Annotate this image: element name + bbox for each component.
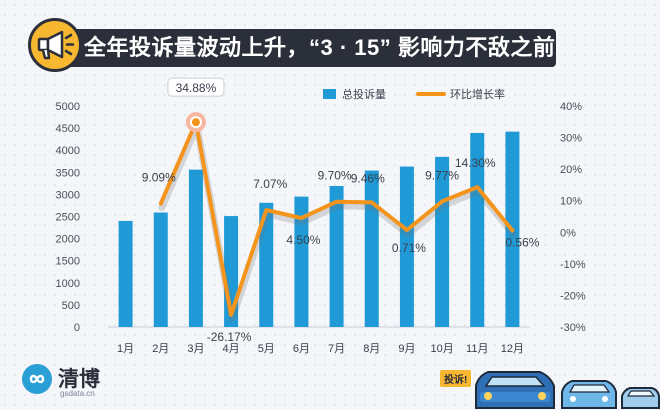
bar [364,170,379,327]
bar [470,132,485,327]
legend-label-line: 环比增长率 [450,87,505,101]
y-right-tick-label: -20% [560,290,586,302]
x-tick-label: 5月 [258,343,275,355]
y-left-tick-label: 3500 [56,167,80,179]
complaint-tag: 投诉! [440,370,472,387]
logo: 清博 gsdata.cn [22,362,142,402]
car-icon [561,380,617,409]
highlight-point-core [191,118,200,127]
car-icon [621,387,660,409]
infinity-icon [22,364,52,394]
x-tick-label: 6月 [293,343,310,355]
bar [118,220,133,327]
data-label: 4.50% [286,233,320,247]
data-label: 34.88% [176,81,217,95]
y-right-tick-label: 20% [560,164,582,176]
data-label-box [167,77,225,97]
x-tick-label: 2月 [152,343,169,355]
y-left-tick-label: 500 [62,300,80,312]
data-label: -26.17% [207,330,252,344]
y-left-tick-label: 2000 [56,234,80,246]
data-label: 14.30% [455,156,496,170]
y-right-tick-label: -10% [560,259,586,271]
y-left-tick-label: 4000 [56,145,80,157]
logo-subtext: gsdata.cn [60,389,95,398]
bar [329,186,344,327]
chart-title: 全年投诉量波动上升，“3 · 15” 影响力不敌之前 [84,35,556,60]
x-tick-label: 7月 [328,343,345,355]
x-tick-label: 9月 [398,343,415,355]
legend-label-bars: 总投诉量 [342,87,386,101]
x-tick-label: 3月 [187,343,204,355]
y-right-tick-label: 0% [560,227,576,239]
data-label: 7.07% [253,177,287,191]
y-right-tick-label: 10% [560,196,582,208]
logo-name: 清博 [58,368,100,391]
y-right-tick-label: -30% [560,322,586,334]
bar [188,169,203,327]
data-label: 0.56% [505,236,539,250]
y-left-tick-label: 1500 [56,256,80,268]
car-icon [475,371,555,409]
cars-illustration: 投诉! [440,350,660,410]
x-tick-label: 4月 [223,343,240,355]
megaphone-icon [37,30,75,60]
data-label: 0.71% [392,241,426,255]
y-right-tick-label: 30% [560,133,582,145]
x-tick-label: 1月 [117,343,134,355]
y-left-tick-label: 2500 [56,212,80,224]
y-left-tick-label: 4500 [56,123,80,135]
y-right-tick-label: 40% [560,101,582,113]
megaphone-badge [28,18,82,72]
bar [294,196,309,327]
header: 全年投诉量波动上升，“3 · 15” 影响力不敌之前 [0,0,660,90]
data-label: 9.09% [142,171,176,185]
series-line [158,120,515,317]
x-tick-label: 11月 [466,343,488,355]
x-tick-label: 8月 [363,343,380,355]
legend-swatch-bars [323,89,336,99]
data-label: 9.46% [351,171,385,185]
x-tick-label: 10月 [430,343,453,355]
y-left-tick-label: 1000 [56,278,80,290]
y-left-tick-label: 3000 [56,189,80,201]
bar [259,202,274,327]
x-tick-label: 12月 [501,343,524,355]
title-bar [48,29,556,67]
data-label: 9.77% [425,168,459,182]
y-left-tick-label: 0 [74,322,80,334]
bar [399,166,414,327]
y-left-tick-label: 5000 [56,101,80,113]
bar [153,212,168,327]
data-label: 9.70% [318,169,352,183]
